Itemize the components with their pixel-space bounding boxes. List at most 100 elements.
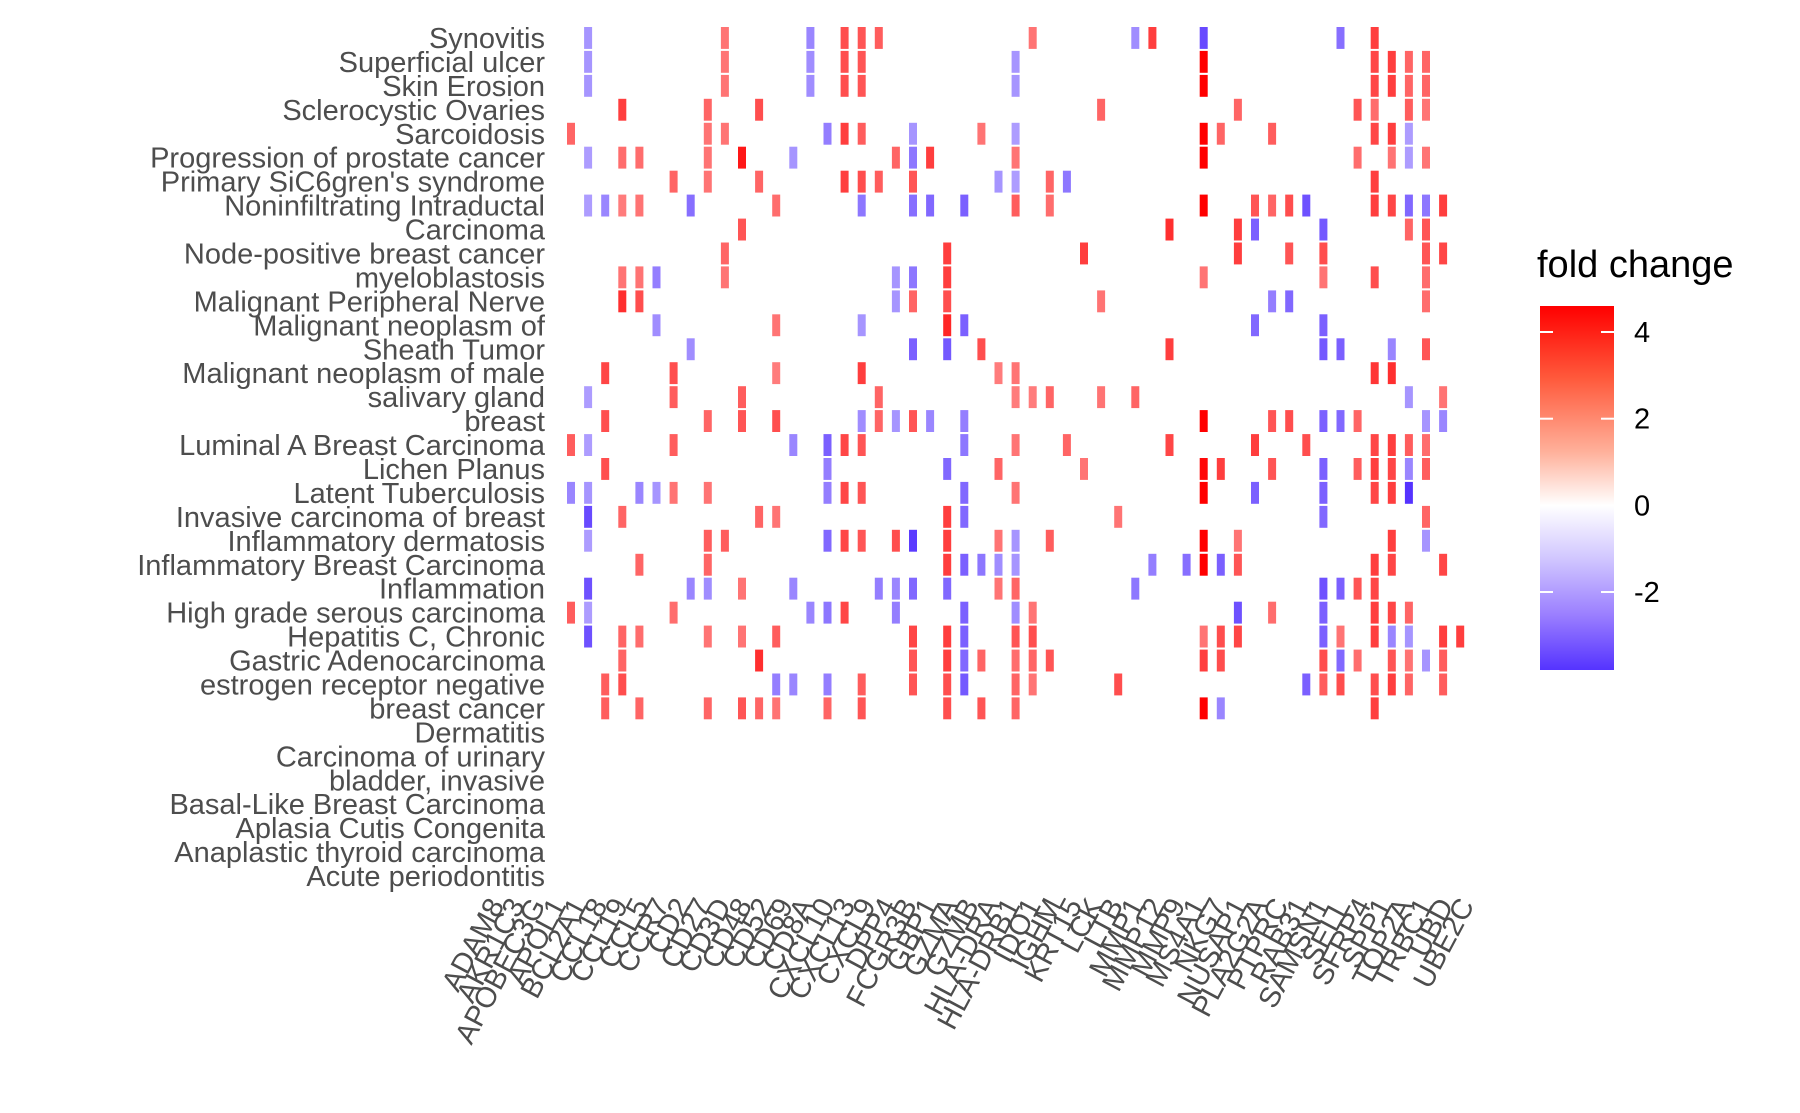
heatmap-cell <box>1251 314 1259 337</box>
y-tick-label: bladder, invasive <box>329 765 545 797</box>
heatmap-cell <box>1216 122 1225 145</box>
heatmap-cell <box>1319 242 1328 265</box>
heatmap-cell <box>1302 673 1311 696</box>
heatmap-cell <box>909 146 917 169</box>
heatmap-cell <box>891 601 900 624</box>
heatmap-cell <box>1319 410 1328 432</box>
heatmap-cell <box>960 601 969 624</box>
heatmap-cell <box>755 98 764 121</box>
heatmap-cell <box>1370 27 1379 49</box>
heatmap-cell <box>652 481 661 504</box>
heatmap-cell <box>1011 362 1020 385</box>
heatmap-cell <box>891 529 900 552</box>
heatmap-cell <box>584 27 593 49</box>
heatmap-cell <box>1404 74 1413 97</box>
heatmap-cell <box>857 481 866 504</box>
heatmap-cell <box>977 122 986 145</box>
heatmap-cell <box>635 290 644 313</box>
heatmap-cell <box>1028 601 1037 624</box>
heatmap-cell <box>669 170 678 193</box>
heatmap-cell <box>635 481 644 504</box>
heatmap-cell <box>1199 146 1208 169</box>
heatmap-cell <box>738 577 746 600</box>
heatmap-cell <box>857 27 866 49</box>
heatmap-cell <box>960 194 969 217</box>
heatmap-cell <box>1439 553 1448 576</box>
heatmap-cell <box>1422 290 1430 313</box>
heatmap-cell <box>738 697 746 720</box>
heatmap-cell <box>1422 505 1430 528</box>
heatmap-cell <box>703 553 712 576</box>
heatmap-cell <box>669 601 678 624</box>
heatmap-cell <box>1216 649 1225 672</box>
heatmap-cell <box>857 122 866 145</box>
heatmap-cell <box>1319 601 1328 624</box>
heatmap-cell <box>1404 194 1413 217</box>
heatmap-cell <box>1404 146 1413 169</box>
heatmap-cell <box>1387 601 1396 624</box>
heatmap-cell <box>891 410 900 432</box>
heatmap-cell <box>669 481 678 504</box>
heatmap-cell <box>909 649 917 672</box>
heatmap-cell <box>720 122 729 145</box>
heatmap-cell <box>1370 434 1379 456</box>
heatmap-cell <box>1011 601 1020 624</box>
heatmap-cell <box>1387 458 1396 480</box>
heatmap-cell <box>1370 266 1379 289</box>
heatmap-cell <box>840 601 849 624</box>
heatmap-cell <box>1387 481 1396 504</box>
heatmap-cell <box>840 434 849 456</box>
heatmap-cell <box>1370 122 1379 145</box>
heatmap-cell <box>1011 553 1020 576</box>
heatmap-cell <box>686 577 695 600</box>
heatmap-cell <box>789 673 798 696</box>
heatmap-cell <box>1131 27 1140 49</box>
heatmap-cell <box>874 170 883 193</box>
heatmap-cell <box>738 146 746 169</box>
heatmap-cell <box>1216 697 1225 720</box>
heatmap-cell <box>1439 242 1448 265</box>
heatmap-cell <box>1233 529 1242 552</box>
heatmap-cell <box>1199 649 1208 672</box>
heatmap-cell <box>789 146 798 169</box>
heatmap-cell <box>960 314 969 337</box>
y-tick-label: Inflammation <box>379 574 545 606</box>
heatmap-cell <box>772 194 781 217</box>
heatmap-cell <box>943 577 952 600</box>
heatmap-cell <box>618 505 627 528</box>
heatmap-cell <box>943 553 952 576</box>
heatmap-cell <box>1404 673 1413 696</box>
heatmap-cell <box>960 649 969 672</box>
heatmap-cell <box>1404 649 1413 672</box>
heatmap-cell <box>1404 601 1413 624</box>
heatmap-cell <box>1097 98 1106 121</box>
heatmap-cell <box>1439 673 1448 696</box>
heatmap-cell <box>686 338 695 361</box>
heatmap-cell <box>584 481 593 504</box>
heatmap-cell <box>584 74 593 97</box>
heatmap-cell <box>720 27 729 49</box>
legend: fold change 4 2 0 -2 <box>1537 244 1734 670</box>
heatmap-cell <box>584 434 593 456</box>
y-tick-label: Progression of prostate cancer <box>150 143 545 175</box>
heatmap-cell <box>1439 625 1448 648</box>
heatmap-cell <box>1387 625 1396 648</box>
heatmap-cell <box>943 529 952 552</box>
heatmap-cell <box>1233 601 1242 624</box>
heatmap-cell <box>1353 458 1362 480</box>
heatmap-cell <box>823 481 832 504</box>
heatmap-cell <box>823 601 832 624</box>
x-axis-labels: ADAM8AKR1C3APOBEC3GAPOL1BCL2A1CCL18CCL19… <box>436 893 1481 1049</box>
heatmap-cell <box>994 170 1003 193</box>
heatmap-cell <box>1319 458 1328 480</box>
heatmap-cell <box>703 625 712 648</box>
heatmap-cell <box>772 505 781 528</box>
heatmap-cell <box>1387 74 1396 97</box>
heatmap-cell <box>891 266 900 289</box>
heatmap-cell <box>1370 697 1379 720</box>
heatmap-cell <box>1404 218 1413 241</box>
heatmap-cell <box>635 553 644 576</box>
heatmap-cell <box>1251 194 1259 217</box>
heatmap-cell <box>1370 577 1379 600</box>
heatmap-cell <box>1370 362 1379 385</box>
